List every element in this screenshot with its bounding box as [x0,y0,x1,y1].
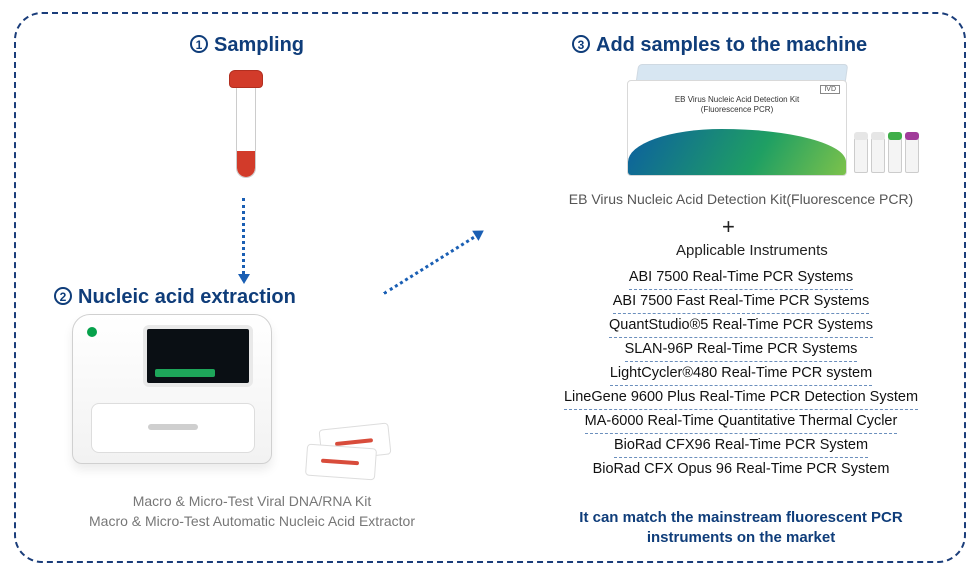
plus-icon: + [722,214,735,240]
step-2-badge: 2 [54,287,72,305]
step-1-label: Sampling [214,34,304,56]
reagent-packets-icon [302,426,392,478]
step-2-label: Nucleic acid extraction [78,286,296,308]
instrument-item: LightCycler®480 Real-Time PCR system [610,362,872,386]
arrow-step1-to-step2-icon [242,198,245,274]
step-2-caption: Macro & Micro-Test Viral DNA/RNA Kit Mac… [82,492,422,531]
instrument-item: SLAN-96P Real-Time PCR Systems [625,338,858,362]
instrument-item: BioRad CFX Opus 96 Real-Time PCR System [593,458,890,481]
workflow-panel: 1 Sampling 2 Nucleic acid extraction Macro… [14,12,966,563]
instrument-item: BioRad CFX96 Real-Time PCR System [614,434,868,458]
applicable-instruments-title: Applicable Instruments [676,242,828,259]
instrument-item: LineGene 9600 Plus Real-Time PCR Detecti… [564,386,918,410]
step-3-badge: 3 [572,35,590,53]
instrument-item: ABI 7500 Fast Real-Time PCR Systems [613,290,870,314]
arrow-step2-to-step3-icon [383,233,480,295]
step-1-badge: 1 [190,35,208,53]
sample-tube-icon [226,70,266,190]
instruments-list: ABI 7500 Real-Time PCR SystemsABI 7500 F… [522,266,960,481]
instrument-item: MA-6000 Real-Time Quantitative Thermal C… [585,410,898,434]
reagent-vials-icon [851,137,919,178]
instrument-item: QuantStudio®5 Real-Time PCR Systems [609,314,873,338]
instrument-item: ABI 7500 Real-Time PCR Systems [629,266,853,290]
extractor-machine-icon [72,314,332,484]
step-3-title: 3 Add samples to the machine [572,34,867,57]
footnote-text: It can match the mainstream fluorescent … [576,508,906,549]
kit-caption: EB Virus Nucleic Acid Detection Kit(Fluo… [536,190,946,210]
step-2-title: 2 Nucleic acid extraction [54,286,296,309]
detection-kit-icon: IVD EB Virus Nucleic Acid Detection Kit(… [572,64,912,186]
step-3-label: Add samples to the machine [596,34,867,56]
step-1-title: 1 Sampling [190,34,304,57]
ivd-badge: IVD [820,85,840,94]
